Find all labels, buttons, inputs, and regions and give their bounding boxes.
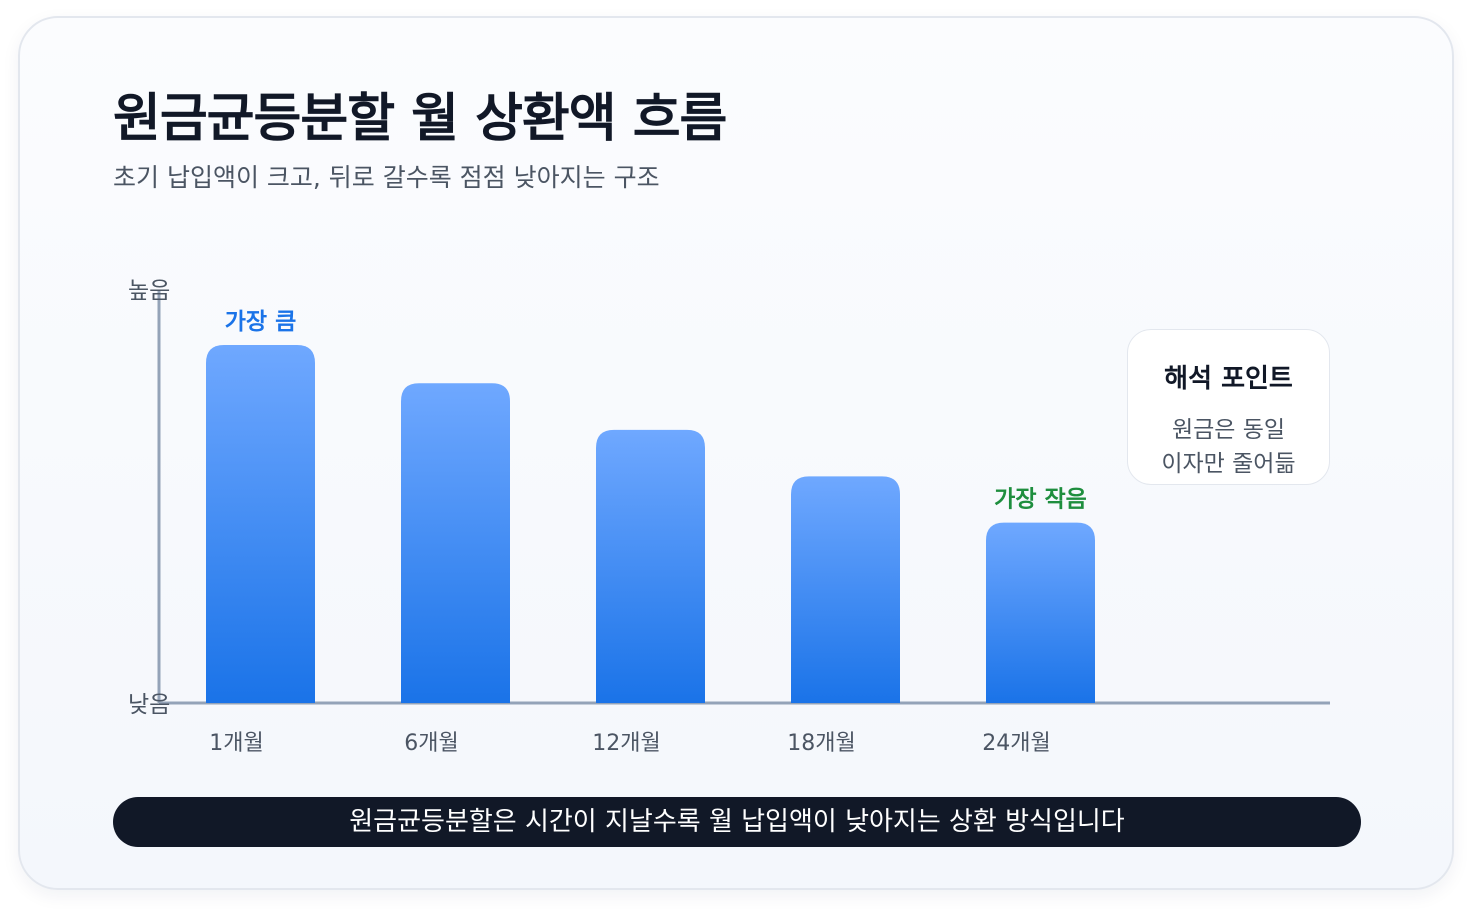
bar-annotation-label: 가장 큼 (225, 309, 297, 335)
chart-subtitle: 초기 납입액이 크고, 뒤로 갈수록 점점 낮아지는 구조 (113, 163, 660, 192)
bar-annotation-label: 가장 작음 (994, 487, 1087, 513)
x-tick-label: 18개월 (787, 731, 855, 756)
bar-18개월 (791, 476, 900, 703)
bar-24개월 (986, 522, 1095, 703)
chart-title: 원금균등분할 월 상환액 흐름 (113, 89, 727, 149)
bars-group: 1개월 6개월 12개월 18개월 24개월 가장 큼가장 작음 (206, 309, 1095, 756)
x-tick-label: 12개월 (592, 731, 660, 756)
y-tick-label-low: 낮음 (128, 692, 170, 718)
bar-6개월 (401, 383, 510, 703)
x-tick-label: 24개월 (982, 731, 1050, 756)
x-tick-label: 6개월 (404, 731, 458, 756)
summary-banner: 원금균등분할은 시간이 지날수록 월 납입액이 낮아지는 상환 방식입니다 (113, 797, 1361, 847)
x-tick-label: 1개월 (209, 731, 263, 756)
bar-12개월 (596, 429, 705, 703)
y-tick-label-high: 높음 (128, 278, 170, 304)
callout-line-1: 원금은 동일 (1171, 417, 1286, 443)
callout-line-2: 이자만 줄어듦 (1161, 451, 1296, 477)
callout-title: 해석 포인트 (1164, 364, 1293, 394)
interpretation-callout: 해석 포인트 원금은 동일 이자만 줄어듦 (1127, 329, 1330, 485)
bar-1개월 (206, 345, 315, 703)
